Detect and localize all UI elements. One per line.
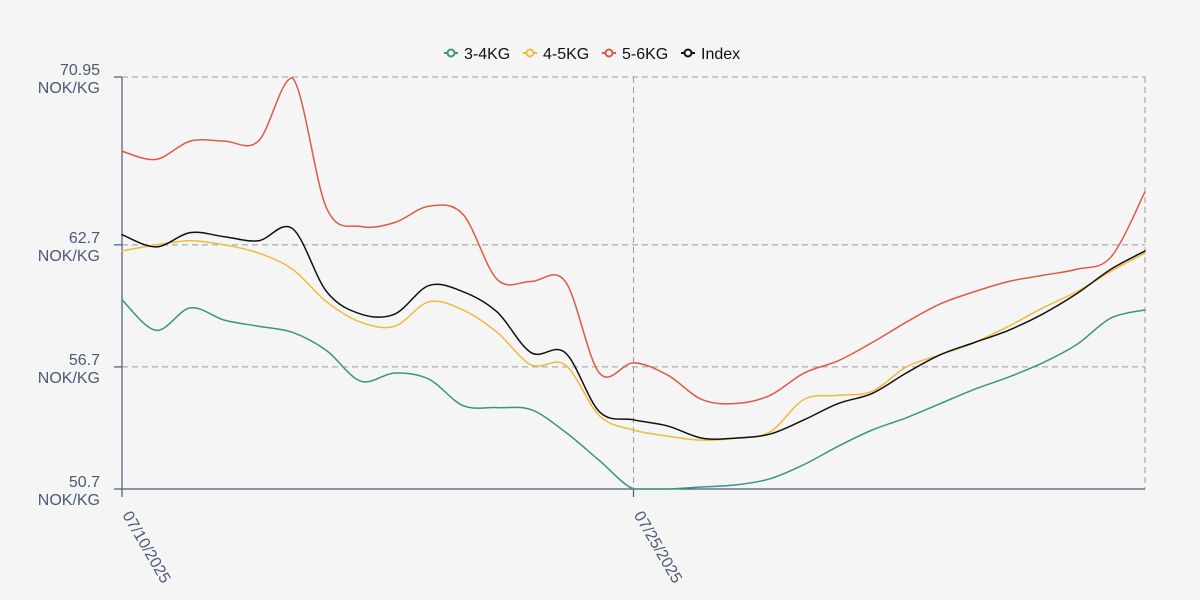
chart-legend: 3-4KG 4-5KG 5-6KG Index — [444, 46, 740, 63]
legend-item-4-5kg[interactable]: 4-5KG — [523, 46, 589, 63]
legend-item-3-4kg[interactable]: 3-4KG — [444, 46, 510, 63]
y-tick-label: 56.7 NOK/KG — [38, 352, 100, 387]
legend-label: 4-5KG — [543, 46, 589, 63]
chart-grid — [122, 76, 1146, 489]
chart-series — [121, 77, 1146, 490]
y-tick-label: 70.95 NOK/KG — [38, 62, 100, 97]
y-tick-value: 70.95 — [60, 62, 100, 79]
y-tick-value: 62.7 — [69, 230, 100, 247]
legend-item-index[interactable]: Index — [681, 46, 740, 63]
series-line-index — [121, 225, 1146, 440]
legend-label: Index — [701, 46, 740, 63]
legend-marker-dot — [604, 48, 614, 58]
y-tick-unit: NOK/KG — [38, 370, 100, 387]
y-tick-label: 62.7 NOK/KG — [38, 230, 100, 265]
x-axis-tick-labels: 07/10/2025 07/25/2025 — [119, 509, 685, 587]
y-tick-unit: NOK/KG — [38, 80, 100, 97]
y-tick-label: 50.7 NOK/KG — [38, 474, 100, 509]
legend-label: 5-6KG — [622, 46, 668, 63]
x-tick-label: 07/25/2025 — [630, 509, 685, 587]
y-tick-unit: NOK/KG — [38, 248, 100, 265]
legend-marker-dot — [683, 48, 693, 58]
x-tick-label: 07/10/2025 — [119, 509, 174, 587]
y-tick-value: 56.7 — [69, 352, 100, 369]
y-tick-value: 50.7 — [69, 474, 100, 491]
series-line-3-4kg — [121, 299, 1146, 490]
legend-marker-dot — [446, 48, 456, 58]
y-tick-unit: NOK/KG — [38, 492, 100, 509]
legend-label: 3-4KG — [464, 46, 510, 63]
legend-marker-dot — [525, 48, 535, 58]
series-line-5-6kg — [121, 77, 1146, 405]
legend-item-5-6kg[interactable]: 5-6KG — [602, 46, 668, 63]
